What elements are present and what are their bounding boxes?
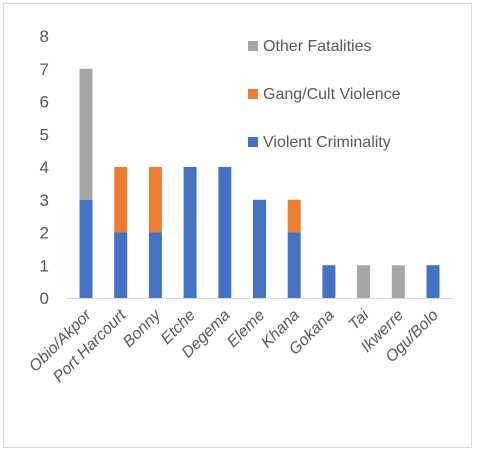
legend-label: Other Fatalities (263, 38, 371, 55)
bar-segment (183, 167, 197, 298)
bar-segment (79, 199, 93, 298)
y-tick-label: 6 (40, 93, 49, 112)
y-tick-label: 3 (40, 191, 49, 210)
legend-label: Violent Criminality (263, 134, 391, 151)
axis-layer: 0 1 2 3 4 5 6 7 8 (40, 27, 452, 308)
bar-segment (148, 232, 162, 298)
legend-swatch (248, 89, 258, 99)
legend: Other Fatalities Gang/Cult Violence Violen… (248, 38, 401, 151)
legend-swatch (248, 41, 258, 51)
bar-segment (79, 68, 93, 200)
y-tick-label: 5 (40, 125, 49, 144)
bar-segment (253, 199, 266, 298)
bar-segment (287, 232, 301, 298)
bar-segment (391, 265, 405, 298)
bars-layer (79, 68, 440, 298)
y-tick-label: 1 (40, 256, 49, 275)
legend-label: Gang/Cult Violence (263, 86, 401, 103)
y-tick-label: 8 (40, 27, 49, 46)
bar-segment (148, 167, 162, 233)
x-tick-label: Bonny (120, 306, 165, 351)
bar-segment (218, 167, 232, 298)
y-tick-label: 0 (40, 289, 49, 308)
bar-segment (357, 265, 371, 298)
bar-segment (322, 265, 336, 298)
y-tick-label: 4 (40, 158, 49, 177)
legend-swatch (248, 137, 258, 147)
bar-segment (426, 265, 440, 298)
bar-segment (287, 199, 301, 233)
y-tick-label: 7 (40, 60, 49, 79)
bar-segment (114, 167, 128, 233)
x-tick-label: Tai (346, 306, 373, 333)
y-tick-label: 2 (40, 224, 49, 243)
bar-segment (114, 232, 128, 298)
